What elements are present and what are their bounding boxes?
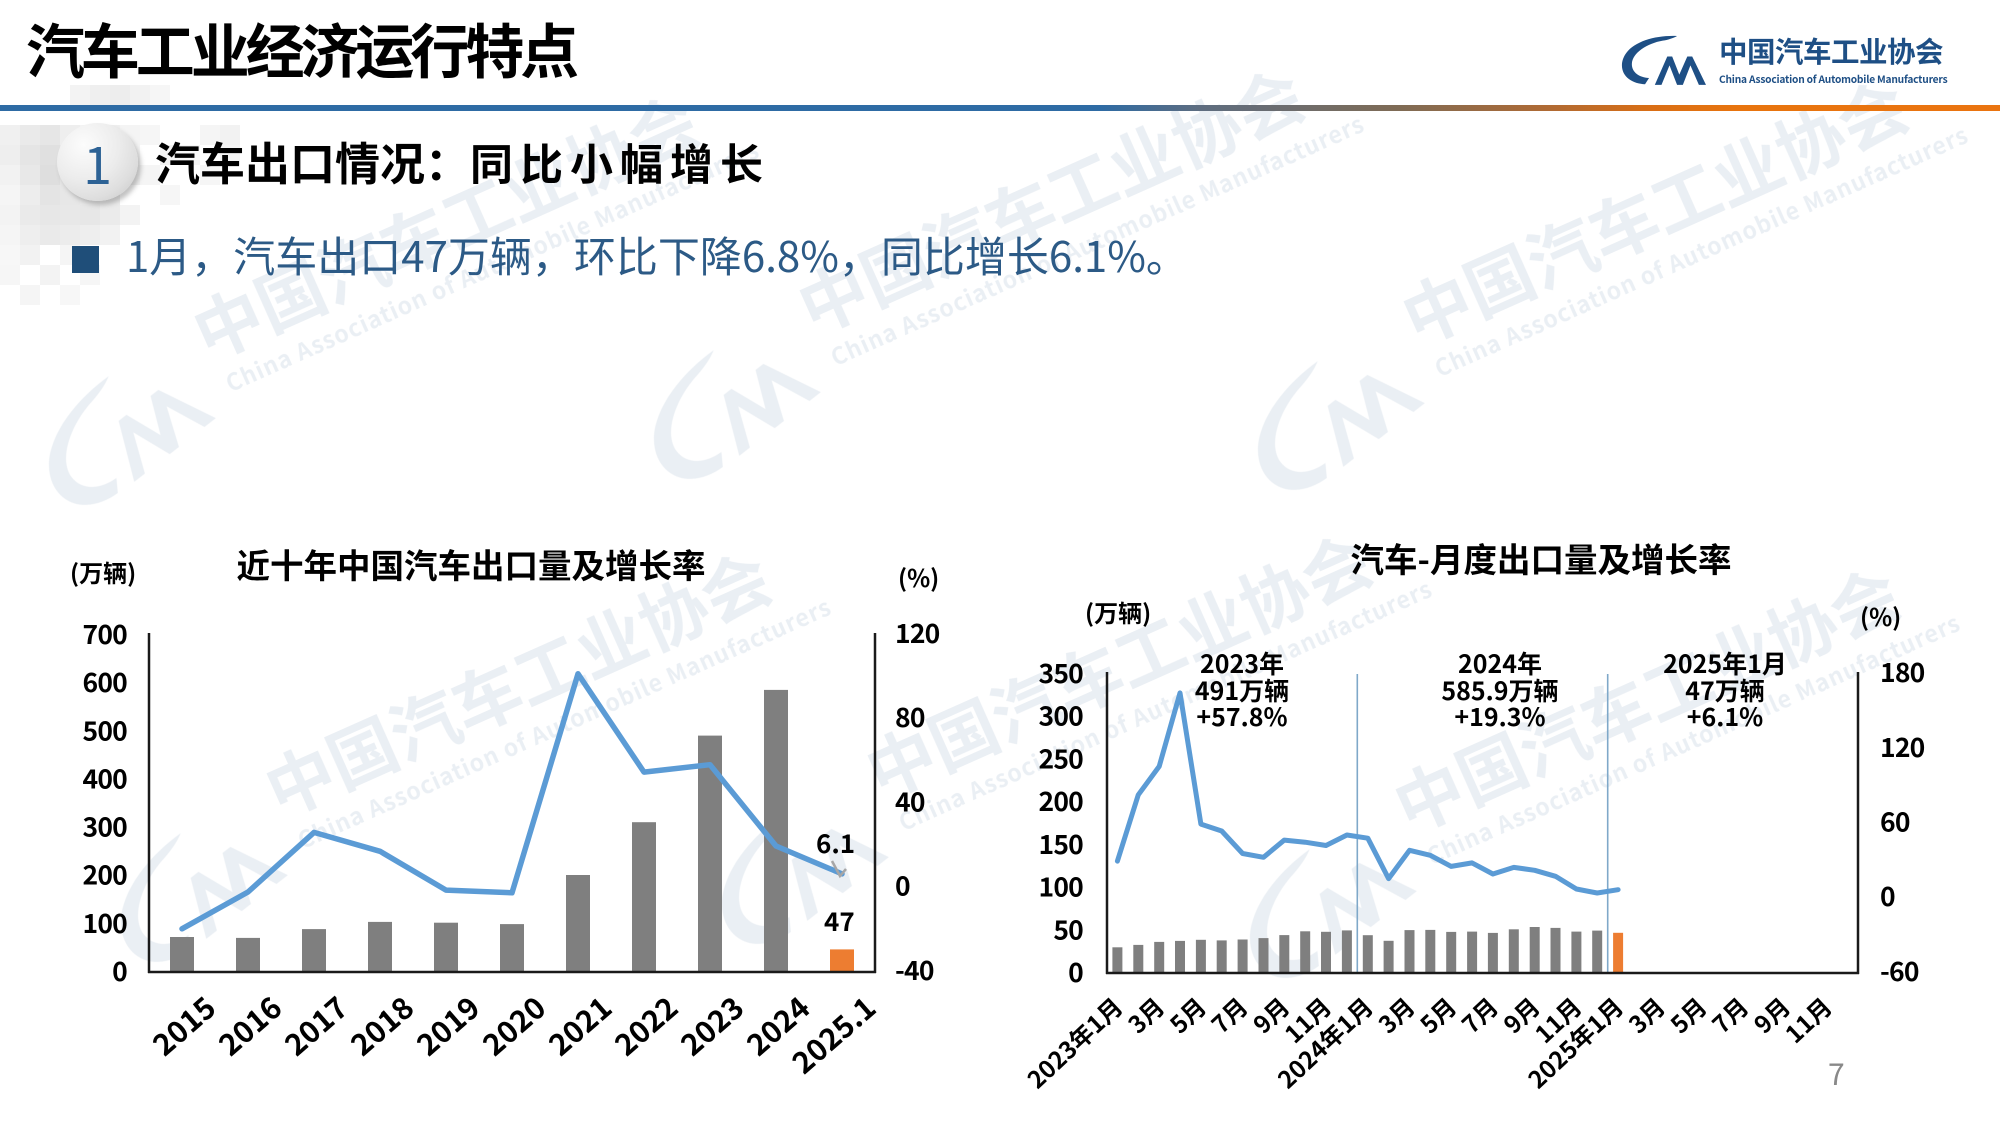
svg-text:150: 150 [1038,823,1083,862]
svg-text:+6.1%: +6.1% [1687,698,1763,734]
svg-text:700: 700 [82,613,127,652]
svg-text:100: 100 [82,902,127,941]
svg-text:(万辆): (万辆) [70,554,136,589]
svg-text:250: 250 [1038,737,1083,776]
svg-text:585.9万辆: 585.9万辆 [1441,672,1558,708]
svg-text:2022: 2022 [604,985,686,1065]
svg-text:350: 350 [1038,652,1083,691]
svg-text:2024年: 2024年 [1458,645,1542,681]
svg-text:200: 200 [1038,780,1083,819]
svg-text:近十年中国汽车出口量及增长率: 近十年中国汽车出口量及增长率 [237,539,706,588]
svg-text:(%): (%) [1860,598,1901,633]
svg-text:120: 120 [1880,726,1925,765]
svg-text:47: 47 [824,902,855,939]
svg-text:2023年1月: 2023年1月 [1018,989,1129,1096]
svg-text:2019: 2019 [406,985,488,1065]
svg-text:0: 0 [1880,875,1895,914]
svg-text:2017: 2017 [274,985,356,1065]
svg-text:2015: 2015 [142,985,224,1065]
svg-text:2018: 2018 [340,985,422,1065]
svg-text:180: 180 [1880,651,1925,690]
svg-text:-40: -40 [895,949,934,988]
svg-text:0: 0 [1068,951,1083,990]
svg-text:2023: 2023 [670,985,752,1065]
svg-text:300: 300 [1038,695,1083,734]
svg-text:2020: 2020 [472,985,554,1065]
svg-text:2016: 2016 [208,985,290,1065]
svg-text:491万辆: 491万辆 [1195,672,1289,708]
svg-text:+19.3%: +19.3% [1454,698,1545,734]
svg-text:0: 0 [112,950,127,989]
svg-text:-60: -60 [1880,950,1919,989]
svg-text:+57.8%: +57.8% [1196,698,1287,734]
svg-text:60: 60 [1880,801,1910,840]
svg-text:2021: 2021 [538,985,620,1065]
svg-text:500: 500 [82,709,127,748]
svg-text:50: 50 [1053,908,1083,947]
svg-text:(万辆): (万辆) [1085,594,1151,629]
svg-text:600: 600 [82,661,127,700]
svg-text:2023年: 2023年 [1200,645,1284,681]
svg-text:400: 400 [82,757,127,796]
svg-text:11月: 11月 [1776,989,1838,1050]
svg-text:6.1: 6.1 [816,824,855,861]
svg-text:40: 40 [895,781,925,820]
svg-text:200: 200 [82,854,127,893]
svg-text:80: 80 [895,696,925,735]
svg-text:47万辆: 47万辆 [1685,672,1765,708]
svg-text:(%): (%) [898,559,939,594]
svg-text:汽车-月度出口量及增长率: 汽车-月度出口量及增长率 [1351,533,1732,582]
svg-text:100: 100 [1038,866,1083,905]
svg-text:0: 0 [895,865,910,904]
svg-text:120: 120 [895,612,940,651]
svg-text:300: 300 [82,806,127,845]
svg-text:2025年1月: 2025年1月 [1663,645,1787,681]
